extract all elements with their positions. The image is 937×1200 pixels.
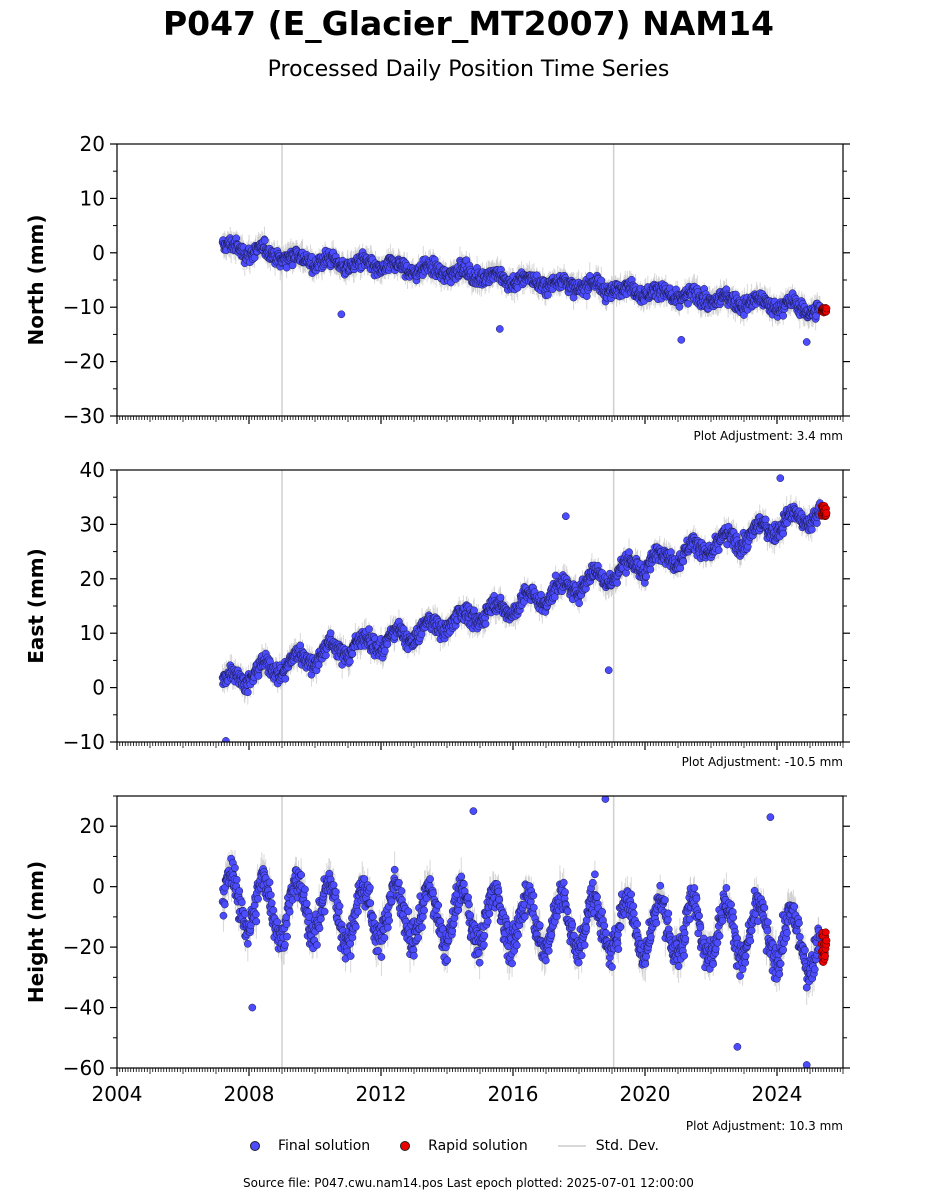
- final-point: [281, 674, 290, 683]
- outlier-point: [802, 338, 811, 346]
- final-point: [322, 651, 330, 660]
- outlier-point: [495, 325, 504, 333]
- final-point: [345, 657, 354, 666]
- final-point: [380, 647, 389, 655]
- rapid-solution-points: [817, 304, 831, 317]
- y-tick-label: −20: [63, 350, 105, 374]
- final-point: [254, 672, 263, 680]
- final-point: [243, 688, 252, 697]
- final-point: [261, 236, 269, 245]
- final-point: [365, 625, 373, 633]
- y-tick-label: −10: [63, 295, 105, 319]
- outlier-point: [337, 310, 346, 319]
- final-point: [684, 299, 692, 308]
- panel-1: −30 −20 −10 0 10 20 North (mm) Plot Adjustment:…: [24, 132, 850, 443]
- rapid-point: [822, 304, 831, 313]
- final-point: [779, 311, 788, 320]
- y-tick-label: 0: [92, 241, 105, 265]
- plot-area-1: [218, 144, 831, 416]
- chart-title: P047 (E_Glacier_MT2007) NAM14: [162, 4, 775, 43]
- y-tick-label: −30: [63, 404, 105, 428]
- final-solution-points: [218, 474, 824, 742]
- final-point: [288, 261, 297, 270]
- plot-adjustment: Plot Adjustment: 3.4 mm: [694, 429, 843, 443]
- final-point: [544, 290, 552, 299]
- final-solution-points: [218, 234, 824, 346]
- chart-subtitle: Processed Daily Position Time Series: [267, 57, 670, 82]
- final-point: [326, 629, 335, 638]
- y-axis-label: North (mm): [24, 214, 48, 345]
- final-point: [314, 661, 323, 669]
- outlier-point: [677, 335, 686, 344]
- final-point: [675, 303, 684, 311]
- final-point: [383, 640, 392, 649]
- final-point: [348, 649, 357, 658]
- y-tick-label: 10: [80, 186, 105, 210]
- plot-area-2: [218, 470, 831, 742]
- y-tick-label: 20: [80, 132, 105, 156]
